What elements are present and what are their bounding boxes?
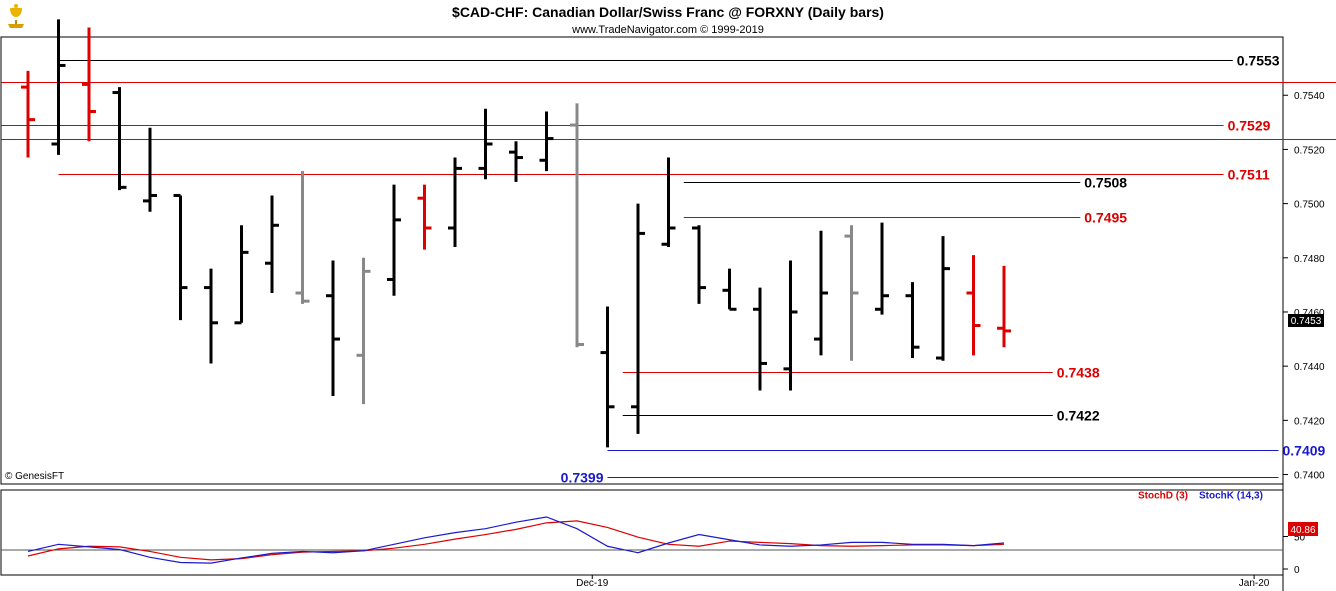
stochk-line — [27, 516, 1005, 564]
ohlc-bar — [21, 70, 35, 158]
ohlc-bar — [387, 184, 401, 296]
stoch-last-label: 40.86 — [1290, 525, 1315, 536]
ohlc-bar — [753, 287, 767, 391]
stoch-lines — [27, 516, 1005, 564]
ohlc-bar — [143, 127, 157, 212]
stoch-last-tag: 40.86 — [1288, 522, 1318, 536]
ohlc-bar — [112, 87, 127, 191]
ohlc-bar — [417, 184, 432, 250]
ohlc-bar — [722, 268, 737, 311]
level-lines: 0.75530.75450.75290.75240.75110.75080.74… — [1, 53, 1336, 486]
price-tick-label: 0.7520 — [1294, 145, 1325, 156]
chart-subtitle: www.TradeNavigator.com © 1999-2019 — [571, 24, 764, 36]
level-label: 0.7529 — [1228, 118, 1271, 134]
ohlc-bar — [326, 260, 340, 396]
ohlc-bar — [509, 141, 523, 182]
ohlc-bar — [265, 195, 279, 294]
ohlc-bar — [51, 19, 66, 155]
price-tick-label: 0.7420 — [1294, 416, 1325, 427]
ohlc-bar — [783, 260, 798, 391]
price-tick-label: 0.7540 — [1294, 91, 1325, 102]
x-axis: Dec-19 Jan-20 — [576, 575, 1270, 589]
ohlc-bar — [295, 171, 310, 304]
copyright-label: © GenesisFT — [5, 471, 64, 482]
level-label: 0.7511 — [1228, 167, 1270, 183]
ohlc-bar — [905, 282, 920, 359]
ohlc-bar — [997, 265, 1011, 348]
ohlc-bar — [814, 230, 828, 356]
price-tick-label: 0.7400 — [1294, 471, 1325, 482]
ohlc-bar — [631, 203, 645, 434]
price-panel — [0, 36, 1284, 485]
price-tick-label: 0.7440 — [1294, 362, 1325, 373]
level-label: 0.7399 — [561, 470, 604, 486]
level-label: 0.7508 — [1084, 175, 1127, 191]
ohlc-bar — [570, 103, 584, 348]
chart-title: $CAD-CHF: Canadian Dollar/Swiss Franc @ … — [452, 4, 884, 20]
ohlc-bar — [875, 222, 889, 315]
ohlc-bar — [356, 257, 371, 405]
ohlc-bar — [600, 306, 615, 448]
level-label: 0.7438 — [1057, 365, 1100, 381]
stochk-legend: StochK (14,3) — [1199, 490, 1263, 501]
ohlc-bar — [539, 111, 554, 172]
level-label: 0.7422 — [1057, 408, 1100, 424]
price-axis: 0.7540 0.7520 0.7500 0.7480 0.7460 0.7440 0.74… — [1283, 91, 1325, 482]
level-label: 0.7409 — [1283, 443, 1326, 459]
logo-icon — [3, 4, 31, 32]
ohlc-bar — [82, 27, 96, 142]
ohlc-bar — [173, 193, 188, 321]
stochd-line — [27, 520, 1005, 561]
level-label: 0.7553 — [1237, 53, 1280, 69]
stoch-tick-label: 0 — [1294, 565, 1300, 576]
price-tick-label: 0.7460 — [1294, 308, 1325, 319]
ohlc-bar — [844, 225, 859, 361]
ohlc-bar — [966, 255, 981, 356]
stochastic-panel — [0, 489, 1284, 576]
price-tick-label: 0.7480 — [1294, 254, 1325, 265]
last-price-tag: 0.7453 — [1288, 314, 1324, 327]
ohlc-bar — [661, 157, 676, 247]
x-tick-label: Jan-20 — [1239, 578, 1270, 589]
ohlc-bars — [21, 19, 1011, 448]
price-tick-label: 0.7500 — [1294, 200, 1325, 211]
stochd-legend: StochD (3) — [1138, 490, 1188, 501]
ohlc-bar — [204, 268, 218, 364]
ohlc-bar — [448, 157, 462, 247]
ohlc-bar — [692, 225, 706, 304]
x-tick-label: Dec-19 — [576, 578, 609, 589]
stoch-tick-label: 50 — [1294, 533, 1306, 544]
level-label: 0.7495 — [1084, 210, 1127, 226]
ohlc-bar — [936, 236, 950, 361]
ohlc-bar — [234, 225, 249, 325]
stoch-axis: 50 0 — [1283, 533, 1306, 576]
ohlc-bar — [478, 108, 493, 180]
last-price-label: 0.7453 — [1291, 316, 1322, 327]
